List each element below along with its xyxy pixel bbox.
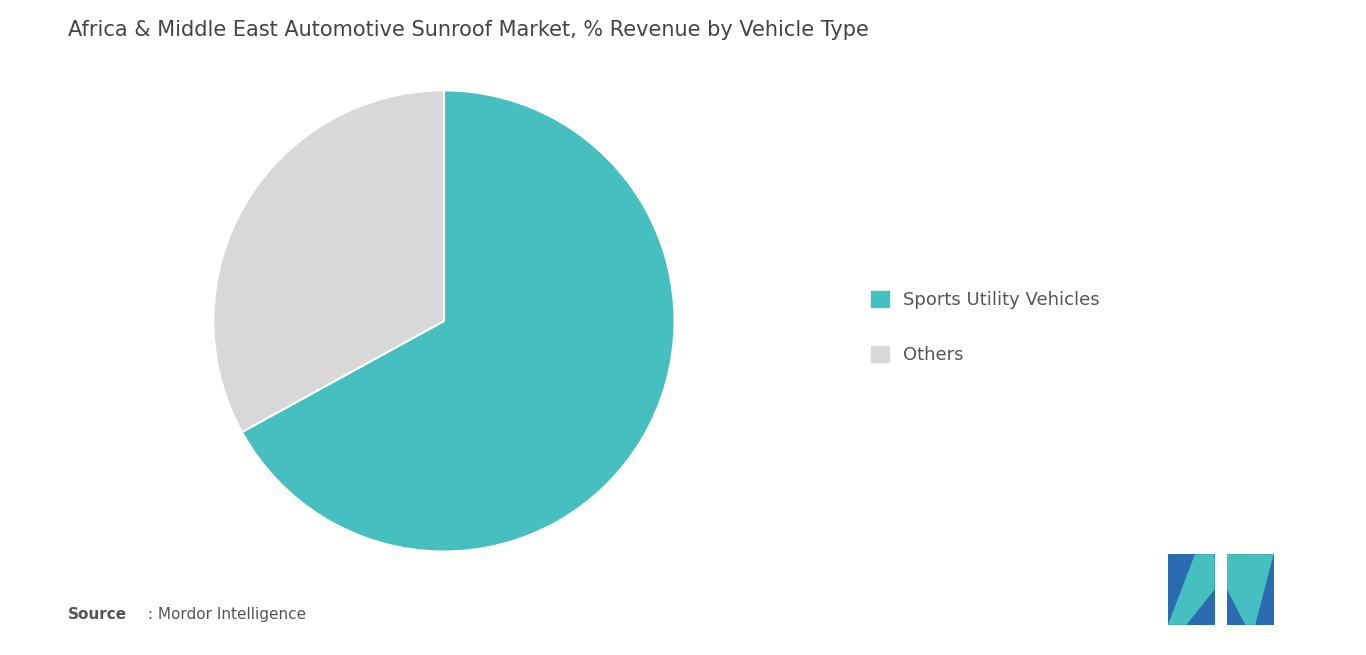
Polygon shape — [1168, 554, 1214, 625]
Text: Source: Source — [68, 607, 127, 622]
Text: Africa & Middle East Automotive Sunroof Market, % Revenue by Vehicle Type: Africa & Middle East Automotive Sunroof … — [68, 20, 869, 40]
Legend: Sports Utility Vehicles, Others: Sports Utility Vehicles, Others — [852, 273, 1117, 382]
Wedge shape — [213, 90, 444, 432]
Wedge shape — [242, 90, 675, 552]
Polygon shape — [1227, 554, 1273, 625]
Polygon shape — [1168, 554, 1214, 625]
Polygon shape — [1227, 554, 1273, 625]
Text: : Mordor Intelligence: : Mordor Intelligence — [143, 607, 306, 622]
